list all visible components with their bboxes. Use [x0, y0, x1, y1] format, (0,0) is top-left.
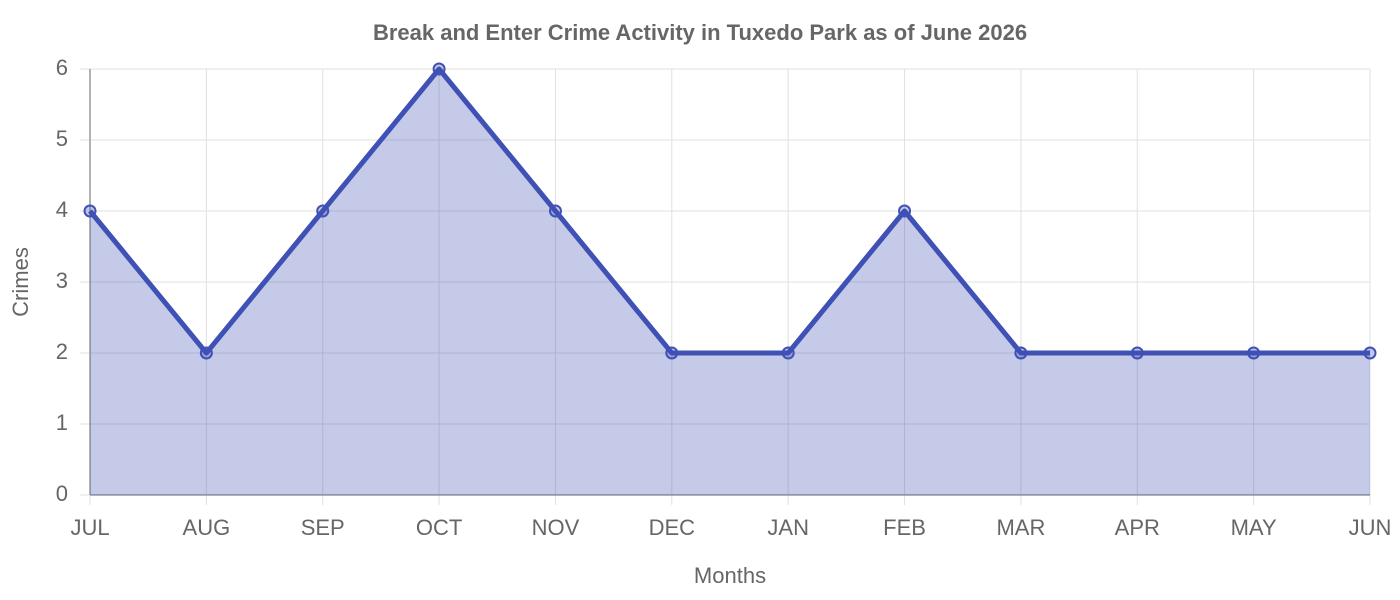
x-tick-label: MAR	[996, 515, 1045, 540]
point	[1130, 346, 1144, 360]
x-tick-label: JUL	[70, 515, 109, 540]
point	[1363, 346, 1377, 360]
y-axis-title: Crimes	[8, 247, 33, 317]
point	[665, 346, 679, 360]
chart-title: Break and Enter Crime Activity in Tuxedo…	[373, 20, 1027, 45]
y-tick-label: 2	[56, 339, 68, 364]
point	[898, 204, 912, 218]
x-tick-label: JAN	[767, 515, 809, 540]
y-tick-label: 3	[56, 268, 68, 293]
x-tick-label: AUG	[183, 515, 231, 540]
x-tick-label: NOV	[532, 515, 580, 540]
point	[83, 204, 97, 218]
x-tick-label: DEC	[649, 515, 696, 540]
point	[432, 62, 446, 76]
point	[1014, 346, 1028, 360]
x-tick-label: FEB	[883, 515, 926, 540]
x-axis-title: Months	[694, 563, 766, 588]
y-tick-label: 0	[56, 481, 68, 506]
y-tick-label: 1	[56, 410, 68, 435]
x-tick-label: JUN	[1349, 515, 1392, 540]
point	[781, 346, 795, 360]
point	[1247, 346, 1261, 360]
x-tick-label: SEP	[301, 515, 345, 540]
line	[88, 66, 1370, 356]
x-tick-label: MAY	[1231, 515, 1277, 540]
x-tick-label: OCT	[416, 515, 462, 540]
area-fill	[90, 69, 1370, 495]
point	[548, 204, 562, 218]
y-tick-label: 5	[56, 126, 68, 151]
point	[199, 346, 213, 360]
point	[316, 204, 330, 218]
x-tick-label: APR	[1115, 515, 1160, 540]
y-tick-label: 4	[56, 197, 68, 222]
y-tick-label: 6	[56, 55, 68, 80]
